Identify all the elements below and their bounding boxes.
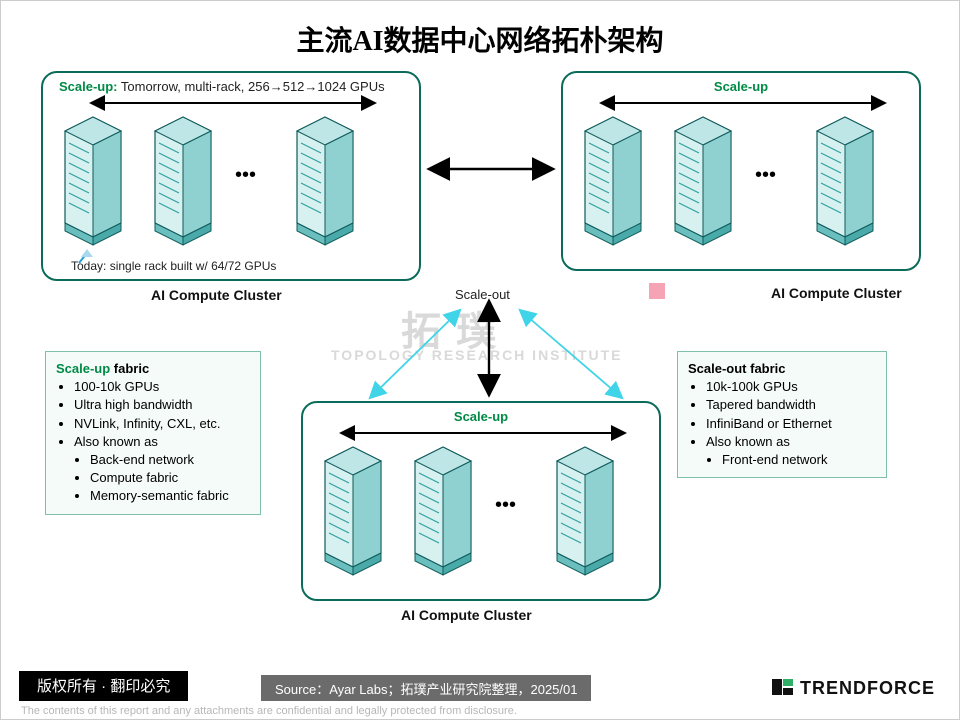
list-item: Back-end network [90, 451, 250, 469]
watermark-cn: 拓 璞 [401, 299, 498, 357]
list-item: Also known as Back-end network Compute f… [74, 433, 250, 506]
cluster-tr-svg [563, 73, 923, 273]
cluster-tr-label: AI Compute Cluster [771, 285, 902, 301]
scaleup-fabric-title: Scale-up fabric [56, 360, 250, 378]
brand-logo: TRENDFORCE [772, 677, 935, 699]
list-item: Also known as Front-end network [706, 433, 876, 469]
list-item: InfiniBand or Ethernet [706, 415, 876, 433]
list-item: 100-10k GPUs [74, 378, 250, 396]
scaleout-fabric-list: 10k-100k GPUs Tapered bandwidth InfiniBa… [706, 378, 876, 469]
list-item: NVLink, Infinity, CXL, etc. [74, 415, 250, 433]
list-item: Front-end network [722, 451, 876, 469]
footer: 版权所有 · 翻印必究 Source：Ayar Labs；拓璞产业研究院整理，2… [1, 671, 959, 701]
today-note: Today: single rack built w/ 64/72 GPUs [71, 259, 276, 273]
list-item: Tapered bandwidth [706, 396, 876, 414]
cluster-top-left: Scale-up: Tomorrow, multi-rack, 256→512→… [41, 71, 421, 281]
slide: 主流AI数据中心网络拓朴架构 拓 璞 TOPOLOGY RESEARCH INS… [0, 0, 960, 720]
footer-copyright: 版权所有 · 翻印必究 [19, 671, 188, 701]
scaleup-fabric-box: Scale-up fabric 100-10k GPUs Ultra high … [45, 351, 261, 515]
list-item: Ultra high bandwidth [74, 396, 250, 414]
cluster-b-svg [303, 403, 663, 603]
scaleout-fabric-box: Scale-out fabric 10k-100k GPUs Tapered b… [677, 351, 887, 478]
list-item: Memory-semantic fabric [90, 487, 250, 505]
list-item: Compute fabric [90, 469, 250, 487]
footer-source: Source：Ayar Labs；拓璞产业研究院整理，2025/01 [261, 675, 591, 701]
scaleup-rest: Tomorrow, multi-rack, 256→512→1024 GPUs [118, 79, 385, 94]
cluster-bottom: Scale-up [301, 401, 661, 601]
scaleout-label: Scale-out [455, 287, 510, 302]
page-title: 主流AI数据中心网络拓朴架构 [1, 19, 959, 59]
scaleup-fabric-list: 100-10k GPUs Ultra high bandwidth NVLink… [74, 378, 250, 505]
cluster-tr-header: Scale-up [563, 79, 919, 94]
trendforce-icon [772, 677, 794, 697]
cluster-tl-label: AI Compute Cluster [151, 287, 282, 303]
footer-disclaimer: The contents of this report and any atta… [21, 705, 517, 717]
scaleup-prefix: Scale-up: [59, 79, 118, 94]
pink-marker [649, 283, 665, 299]
cluster-b-header: Scale-up [303, 409, 659, 424]
watermark-en: TOPOLOGY RESEARCH INSTITUTE [331, 347, 623, 363]
scaleout-fabric-title: Scale-out fabric [688, 360, 876, 378]
brand-text: TRENDFORCE [800, 678, 935, 698]
cluster-top-right: Scale-up [561, 71, 921, 271]
cluster-b-label: AI Compute Cluster [401, 607, 532, 623]
list-item: 10k-100k GPUs [706, 378, 876, 396]
cluster-tl-svg [43, 73, 423, 283]
cluster-tl-header: Scale-up: Tomorrow, multi-rack, 256→512→… [43, 79, 419, 94]
